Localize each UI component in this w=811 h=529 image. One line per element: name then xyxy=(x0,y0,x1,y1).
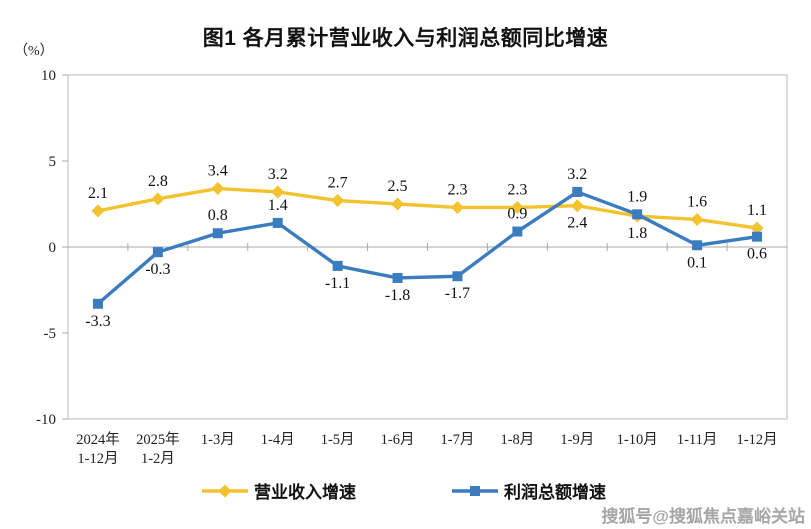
series-1-point-4 xyxy=(332,260,343,271)
series-0-label-1: 2.8 xyxy=(148,173,168,190)
series-1-label-8: 3.2 xyxy=(567,166,587,183)
series-1-label-0: -3.3 xyxy=(85,313,110,330)
x-tick-label-0: 2024年 xyxy=(76,431,120,448)
series-1-label-5: -1.8 xyxy=(385,287,410,304)
chart-title: 图1 各月累计营业收入与利润总额同比增速 xyxy=(202,27,609,50)
series-0-point-11 xyxy=(750,221,764,235)
x-tick-label-3: 1-4月 xyxy=(261,432,295,448)
y-tick-label--10: -10 xyxy=(36,412,56,428)
series-1-point-6 xyxy=(452,271,463,282)
series-0-label-10: 1.6 xyxy=(687,193,707,210)
y-tick-label-10: 10 xyxy=(41,68,56,84)
legend-marker-1 xyxy=(470,486,480,496)
series-0-point-2 xyxy=(211,182,225,196)
series-0-label-5: 2.5 xyxy=(388,178,408,195)
x-tick-label-11: 1-12月 xyxy=(736,432,777,448)
x-tick-label-0: 1-12月 xyxy=(77,451,118,467)
series-1-point-10 xyxy=(692,240,703,251)
series-1-label-3: 1.4 xyxy=(268,197,288,214)
x-tick-label-4: 1-5月 xyxy=(321,432,355,448)
legend-item-1[interactable]: 利润总额增速 xyxy=(452,482,606,502)
series-1-point-9 xyxy=(632,209,643,220)
series-1-label-9: 1.9 xyxy=(627,188,647,205)
series-0-point-3 xyxy=(271,185,285,199)
y-tick-label-5: 5 xyxy=(49,154,57,170)
series-1-label-4: -1.1 xyxy=(325,275,350,292)
series-0-label-0: 2.1 xyxy=(88,185,108,202)
series-1-point-7 xyxy=(512,226,523,237)
series-0-label-2: 3.4 xyxy=(208,163,228,180)
series-0-point-4 xyxy=(331,194,345,208)
series-0-label-8: 2.4 xyxy=(567,215,587,232)
series-line-0 xyxy=(97,186,758,230)
series-0-label-9: 1.8 xyxy=(627,225,647,242)
series-1-label-11: 0.6 xyxy=(747,246,767,263)
series-1-point-2 xyxy=(212,228,223,239)
legend-label-0: 营业收入增速 xyxy=(254,482,356,502)
series-0-label-3: 3.2 xyxy=(268,166,288,183)
series-1-point-8 xyxy=(572,186,583,197)
y-tick-label--5: -5 xyxy=(44,326,57,342)
x-tick-label-8: 1-9月 xyxy=(560,432,594,448)
series-0-point-8 xyxy=(570,199,584,213)
series-0-point-6 xyxy=(450,200,464,214)
series-1-point-11 xyxy=(752,231,763,242)
series-1-label-2: 0.8 xyxy=(208,207,228,224)
series-0-point-7 xyxy=(510,200,524,214)
series-1-label-10: 0.1 xyxy=(687,254,707,271)
series-0-point-10 xyxy=(690,212,704,226)
series-0-point-0 xyxy=(91,204,105,218)
series-line-1 xyxy=(96,190,758,306)
series-1-label-1: -0.3 xyxy=(145,261,170,278)
x-tick-label-5: 1-6月 xyxy=(381,432,415,448)
x-tick-label-1: 1-2月 xyxy=(141,451,175,467)
legend-label-1: 利润总额增速 xyxy=(504,482,606,502)
series-1-label-7: 0.9 xyxy=(507,206,527,223)
y-tick-label-0: 0 xyxy=(49,240,57,256)
legend-marker-0 xyxy=(218,484,232,498)
series-0-point-1 xyxy=(151,192,165,206)
series-0-label-7: 2.3 xyxy=(507,181,527,198)
series-1-point-1 xyxy=(152,247,163,258)
x-tick-label-7: 1-8月 xyxy=(500,432,534,448)
legend-item-0[interactable]: 营业收入增速 xyxy=(202,482,356,502)
watermark-text: 搜狐号@搜狐焦点嘉峪关站 xyxy=(601,507,805,526)
x-tick-label-10: 1-11月 xyxy=(677,432,718,448)
series-0-label-6: 2.3 xyxy=(447,181,467,198)
series-0-label-4: 2.7 xyxy=(328,175,348,192)
x-tick-label-6: 1-7月 xyxy=(441,432,475,448)
x-tick-label-1: 2025年 xyxy=(136,431,180,448)
x-tick-label-9: 1-10月 xyxy=(617,432,658,448)
series-1-label-6: -1.7 xyxy=(445,285,470,302)
series-1-point-5 xyxy=(392,272,403,283)
x-tick-label-2: 1-3月 xyxy=(201,432,235,448)
series-1-point-3 xyxy=(272,217,283,228)
y-axis-unit-label: （%） xyxy=(14,44,54,59)
series-0-point-5 xyxy=(391,197,405,211)
series-0-label-11: 1.1 xyxy=(747,202,767,219)
series-1-point-0 xyxy=(92,298,103,309)
